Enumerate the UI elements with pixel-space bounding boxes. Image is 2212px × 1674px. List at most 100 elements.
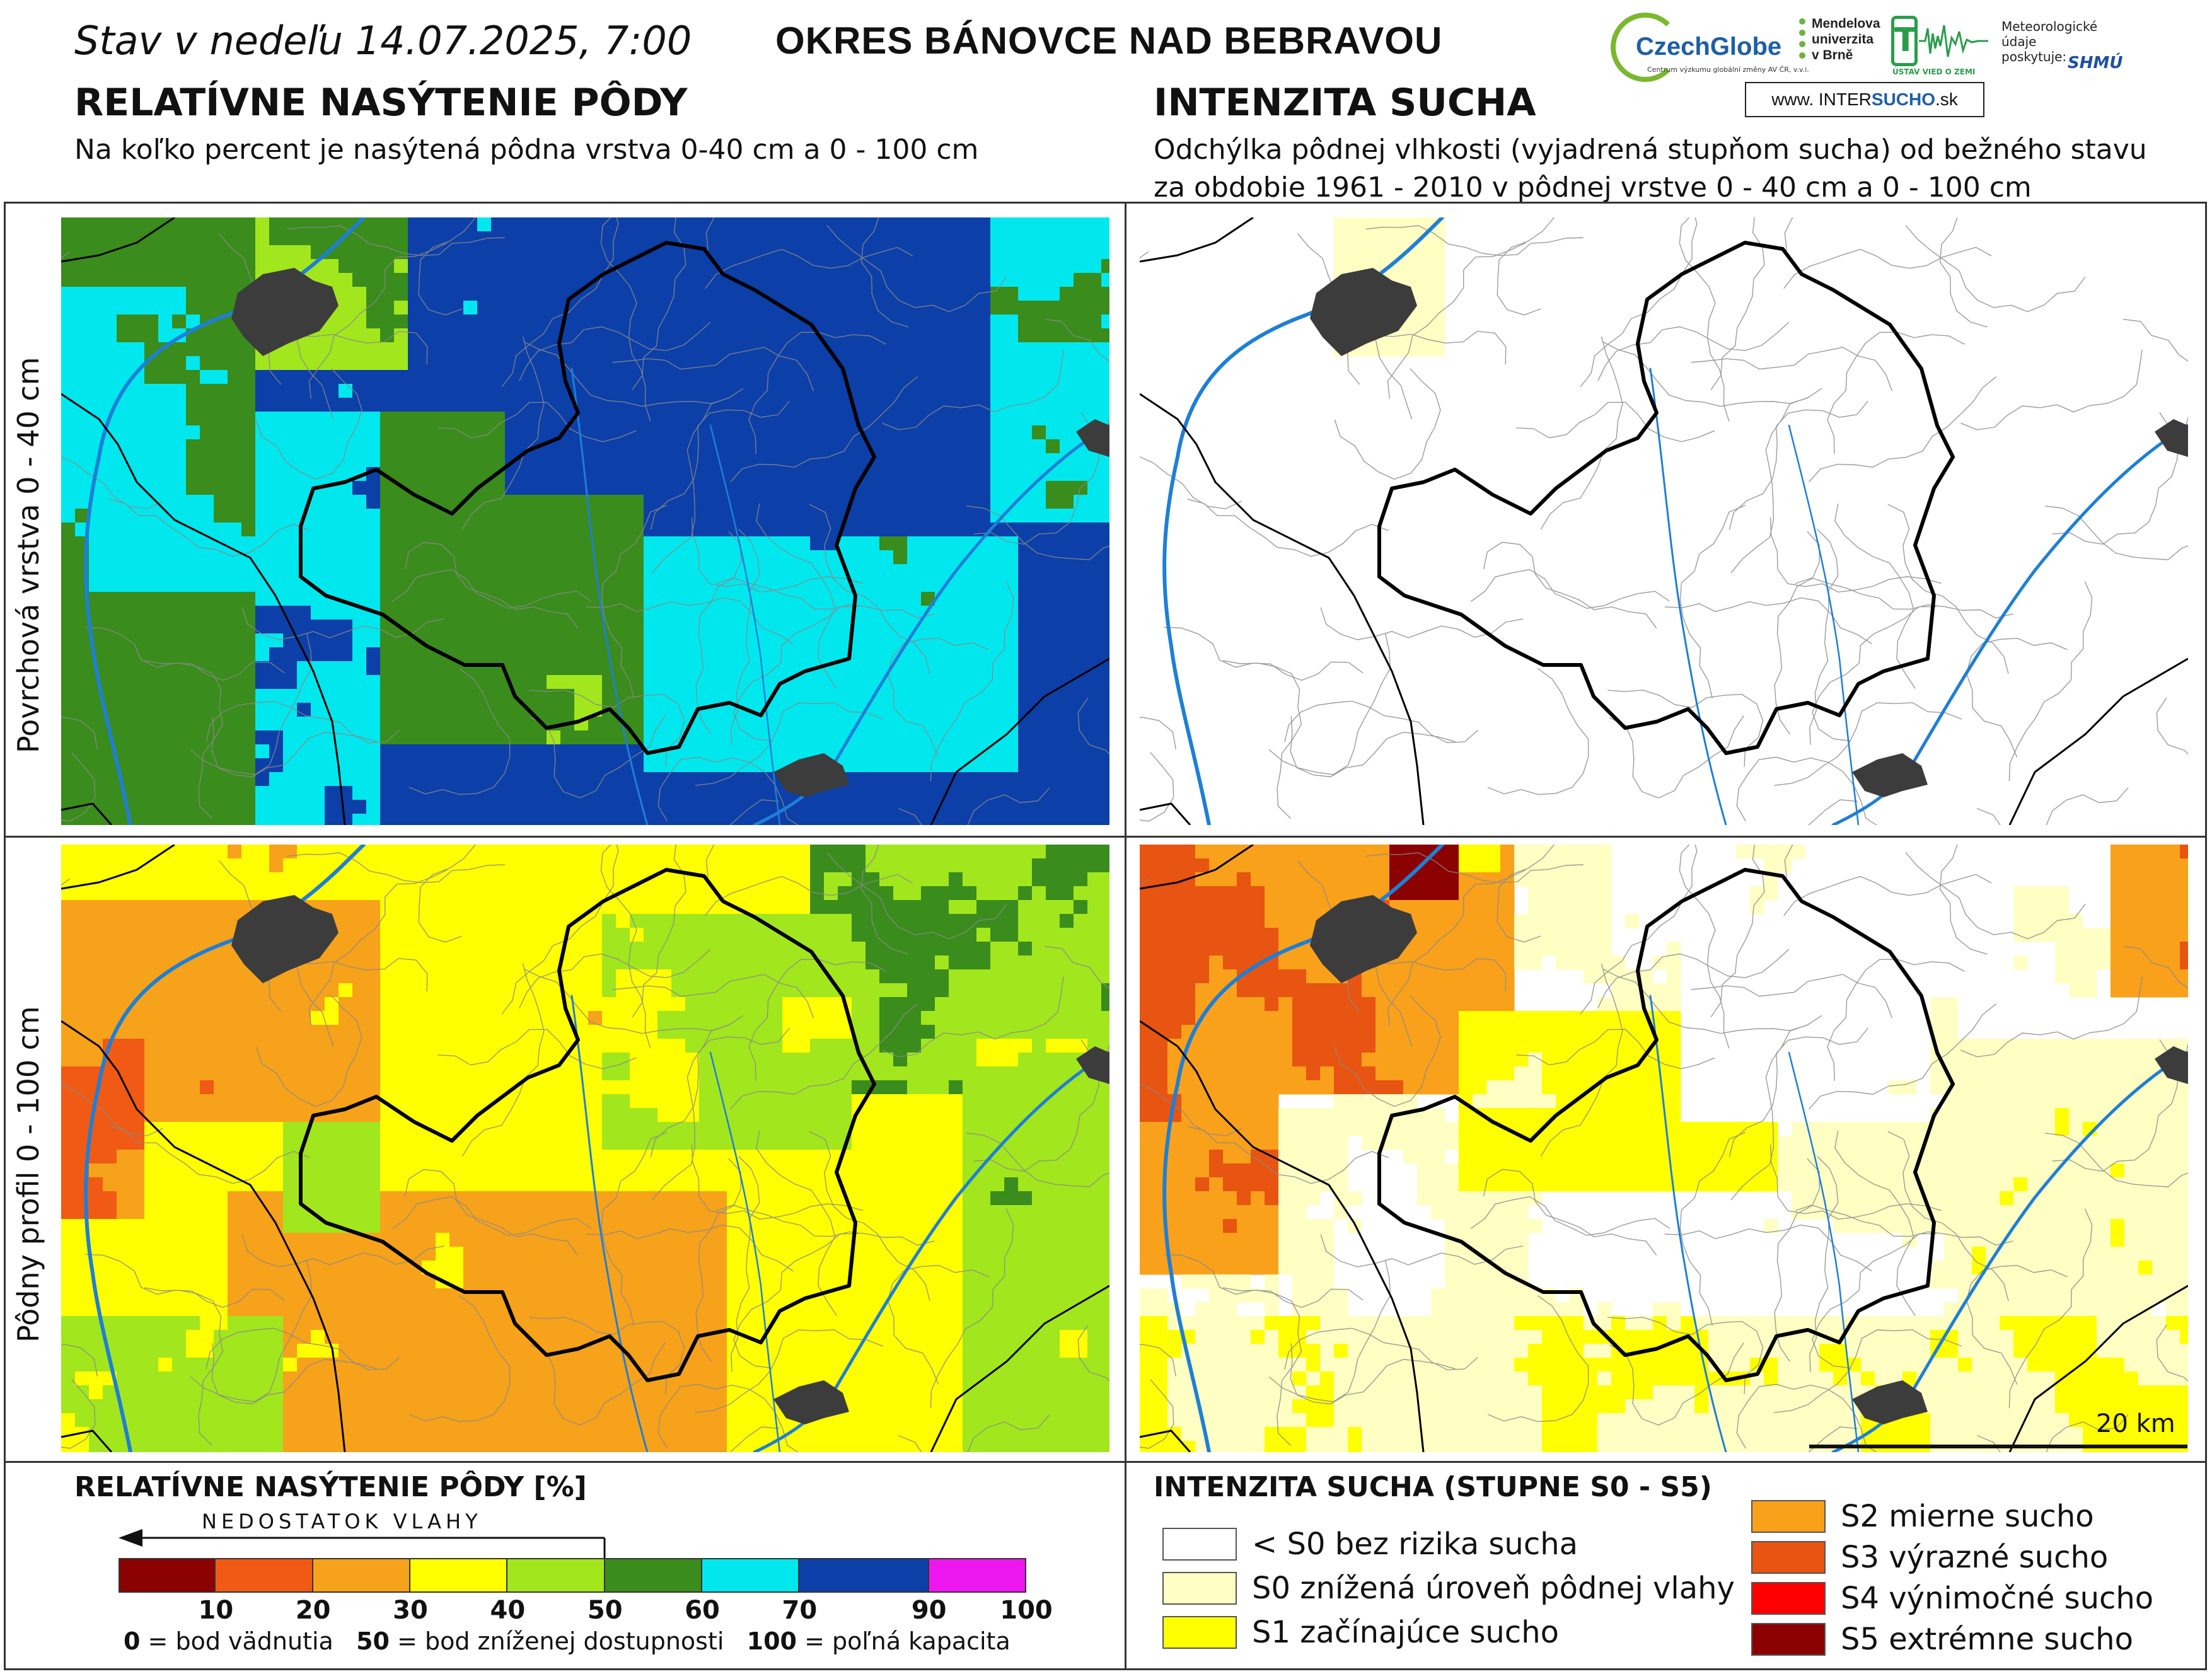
drought-legend-item: S0 znížená úroveň pôdnej vlahy bbox=[1162, 1571, 1735, 1606]
note-0-text: = bod vädnutia bbox=[140, 1627, 333, 1655]
saturation-legend-title: RELATÍVNE NASÝTENIE PÔDY [%] bbox=[74, 1471, 587, 1503]
colorbar-tick-label: 40 bbox=[490, 1596, 526, 1625]
colorbar-class bbox=[410, 1558, 508, 1593]
intersucho-brand: SUCHO bbox=[1871, 89, 1936, 109]
uvz-logo: T ÚSTAV VIED O ZEMI bbox=[1891, 16, 1992, 85]
town-areas bbox=[231, 895, 1109, 1424]
deficit-arrow-icon bbox=[119, 1529, 606, 1560]
district-border bbox=[1140, 217, 2188, 825]
meteo-logo-text: Meteorologické údaje poskytuje: bbox=[2001, 19, 2098, 64]
note-0-value: 0 bbox=[124, 1627, 141, 1655]
colorbar-tick-label: 20 bbox=[295, 1596, 331, 1625]
colorbar-class bbox=[799, 1558, 929, 1593]
colorbar-tick-label: 30 bbox=[393, 1596, 428, 1625]
legend-label: S1 začínajúce sucho bbox=[1252, 1615, 1559, 1650]
note-50-value: 50 bbox=[356, 1627, 390, 1655]
legend-label: S4 výnimočné sucho bbox=[1841, 1581, 2154, 1616]
meteo-logo: Meteorologické údaje poskytuje: SHMÚ bbox=[2001, 19, 2128, 82]
municipal-borders bbox=[61, 217, 1109, 825]
saturation-subtitle: Na koľko percent je nasýtená pôdna vrstv… bbox=[74, 134, 979, 166]
colorbar-tick-label: 10 bbox=[198, 1596, 234, 1625]
note-100-value: 100 bbox=[746, 1627, 797, 1655]
town-areas bbox=[1310, 895, 2188, 1424]
moisture-deficit-label: NEDOSTATOK VLAHY bbox=[202, 1509, 482, 1533]
legend-swatch bbox=[1751, 1582, 1826, 1615]
czechglobe-logo: CzechGlobe Centrum výzkumu globální změn… bbox=[1611, 13, 1809, 82]
legend-label: < S0 bez rizika sucha bbox=[1252, 1527, 1578, 1562]
district-border bbox=[1140, 845, 2188, 1452]
legend-swatch bbox=[1162, 1572, 1237, 1605]
status-date-line: Stav v nedeľu 14.07.2025, 7:00 bbox=[74, 18, 692, 64]
legend-swatch bbox=[1162, 1616, 1237, 1649]
saturation-colorbar bbox=[119, 1558, 1026, 1593]
note-100-text: = poľná kapacita bbox=[797, 1627, 1010, 1655]
legend-swatch bbox=[1751, 1623, 1826, 1656]
drought-legend-item: S1 začínajúce sucho bbox=[1162, 1615, 1559, 1650]
uvz-mark-icon: T bbox=[1891, 16, 1918, 66]
status-prefix: Stav v nedeľu bbox=[74, 18, 343, 64]
colorbar-class bbox=[216, 1558, 313, 1593]
town-areas bbox=[1310, 268, 2188, 797]
municipal-borders bbox=[1140, 845, 2188, 1452]
uvz-logo-text: ÚSTAV VIED O ZEMI bbox=[1892, 67, 1976, 76]
legend-swatch bbox=[1162, 1528, 1237, 1561]
map-saturation-profile bbox=[61, 845, 1109, 1452]
raster-layer bbox=[61, 845, 1109, 1452]
district-border bbox=[61, 845, 1109, 1452]
scale-bar bbox=[1809, 1445, 2187, 1448]
district-border bbox=[61, 217, 1109, 825]
row-label-profile: Pôdny profil 0 - 100 cm bbox=[11, 1006, 45, 1342]
colorbar-class bbox=[119, 1558, 216, 1593]
shmu-logo-text: SHMÚ bbox=[2068, 54, 2123, 72]
czechglobe-logo-subtext: Centrum výzkumu globální změny AV ČR, v.… bbox=[1647, 66, 1809, 74]
mendel-logo: Mendelova univerzita v Brně bbox=[1797, 16, 1891, 85]
map-drought-profile bbox=[1140, 845, 2188, 1452]
row-divider bbox=[4, 836, 2207, 838]
colorbar-class bbox=[702, 1558, 800, 1593]
drought-legend-item: S5 extrémne sucho bbox=[1751, 1622, 2133, 1657]
map-saturation-topsoil bbox=[61, 217, 1109, 825]
colorbar-class bbox=[507, 1558, 605, 1593]
colorbar-class bbox=[313, 1558, 410, 1593]
drought-subtitle-line1: Odchýlka pôdnej vlhkosti (vyjadrená stup… bbox=[1154, 134, 2147, 166]
czechglobe-logo-text: CzechGlobe bbox=[1636, 33, 1782, 61]
legend-label: S2 mierne sucho bbox=[1841, 1499, 2094, 1534]
intersucho-logo: www. INTERSUCHO.sk bbox=[1745, 82, 1984, 117]
drought-legend-item: S4 výnimočné sucho bbox=[1751, 1581, 2153, 1616]
intersucho-suffix: .sk bbox=[1935, 89, 1958, 109]
czechglobe-ring-icon bbox=[1611, 13, 1680, 82]
drought-legend-title: INTENZITA SUCHA (STUPNE S0 - S5) bbox=[1154, 1471, 1712, 1503]
legend-label: S0 znížená úroveň pôdnej vlahy bbox=[1252, 1571, 1735, 1606]
saturation-title: RELATÍVNE NASÝTENIE PÔDY bbox=[74, 81, 688, 125]
legend-label: S3 výrazné sucho bbox=[1841, 1540, 2109, 1575]
status-date-time: 14.07.2025, 7:00 bbox=[355, 18, 692, 64]
colorbar-tick-label: 50 bbox=[587, 1596, 623, 1625]
colorbar-tick-label: 70 bbox=[782, 1596, 818, 1625]
drought-subtitle: Odchýlka pôdnej vlhkosti (vyjadrená stup… bbox=[1154, 131, 2147, 207]
note-50-text: = bod zníženej dostupnosti bbox=[389, 1627, 724, 1655]
colorbar-class bbox=[929, 1558, 1026, 1593]
raster-layer bbox=[1140, 845, 2188, 1452]
figure-frame bbox=[4, 202, 2207, 1670]
legend-label: S5 extrémne sucho bbox=[1841, 1622, 2133, 1657]
town-areas bbox=[231, 268, 1109, 797]
colorbar-class bbox=[605, 1558, 702, 1593]
scale-label: 20 km bbox=[2096, 1409, 2175, 1438]
colorbar-tick-label: 90 bbox=[911, 1596, 947, 1625]
drought-legend-item: S3 výrazné sucho bbox=[1751, 1540, 2108, 1575]
mendel-dots-icon bbox=[1797, 16, 1809, 79]
mendel-logo-text: Mendelova univerzita v Brně bbox=[1812, 16, 1880, 62]
legend-swatch bbox=[1751, 1500, 1826, 1533]
legend-swatch bbox=[1751, 1541, 1826, 1574]
legend-divider bbox=[4, 1461, 2207, 1463]
saturation-legend-note: 0 = bod vädnutia 50 = bod zníženej dostu… bbox=[124, 1627, 1010, 1655]
region-title: OKRES BÁNOVCE NAD BEBRAVOU bbox=[775, 20, 1443, 62]
map-drought-topsoil bbox=[1140, 217, 2188, 825]
drought-title: INTENZITA SUCHA bbox=[1154, 81, 1536, 125]
colorbar-tick-label: 60 bbox=[685, 1596, 720, 1625]
row-label-topsoil: Povrchová vrstva 0 - 40 cm bbox=[11, 357, 45, 753]
colorbar-tick-label: 100 bbox=[1000, 1596, 1053, 1625]
intersucho-prefix: www. INTER bbox=[1771, 89, 1872, 109]
drought-legend-item: < S0 bez rizika sucha bbox=[1162, 1527, 1578, 1562]
vertical-divider bbox=[1125, 202, 1126, 1670]
